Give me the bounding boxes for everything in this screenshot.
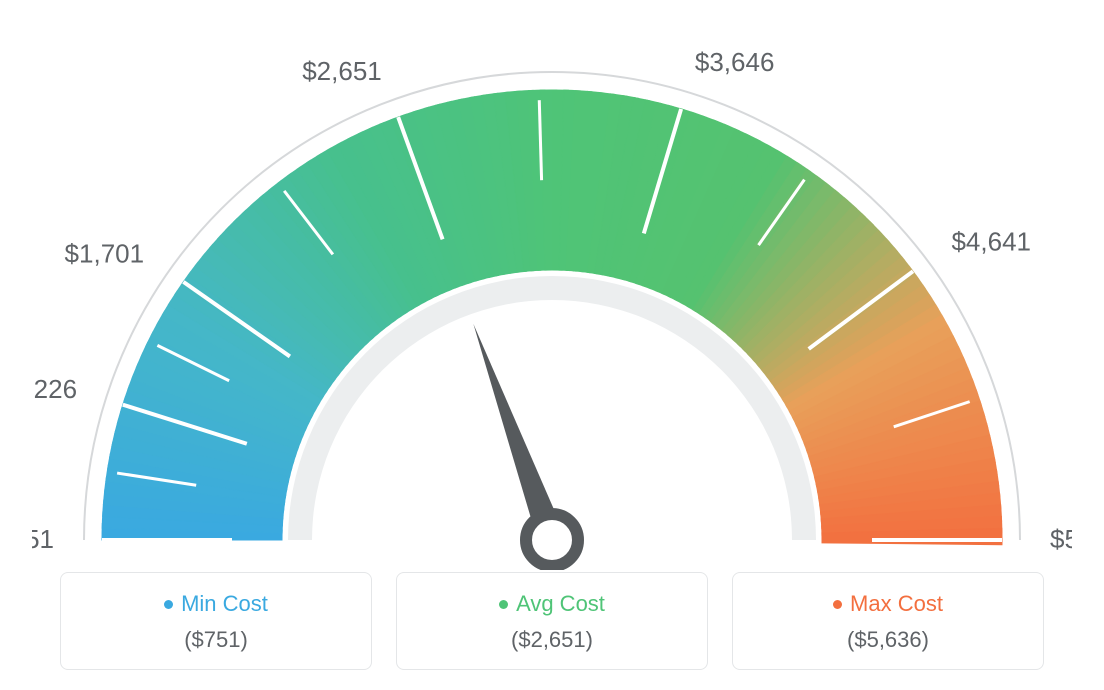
legend-min-title: Min Cost: [164, 591, 268, 617]
gauge-tick-label: $1,226: [32, 374, 77, 404]
legend-max-dot: [833, 600, 842, 609]
legend-min-value: ($751): [73, 627, 359, 653]
legend-avg-card: Avg Cost ($2,651): [396, 572, 708, 670]
legend-min-dot: [164, 600, 173, 609]
cost-legend: Min Cost ($751) Avg Cost ($2,651) Max Co…: [60, 572, 1044, 670]
legend-max-card: Max Cost ($5,636): [732, 572, 1044, 670]
gauge-tick-label: $751: [32, 524, 54, 554]
gauge-tick-label: $4,641: [951, 227, 1031, 257]
legend-max-label: Max Cost: [850, 591, 943, 617]
gauge-tick-label: $1,701: [65, 238, 145, 268]
gauge-tick-label: $3,646: [695, 47, 775, 77]
legend-min-label: Min Cost: [181, 591, 268, 617]
gauge-tick-label: $2,651: [302, 56, 382, 86]
gauge-svg: $751 $1,226 $1,701 $2,651 $3,646 $4,641 $5,636: [32, 10, 1072, 570]
legend-avg-title: Avg Cost: [499, 591, 605, 617]
legend-avg-value: ($2,651): [409, 627, 695, 653]
gauge-tick-label: $5,636: [1050, 524, 1072, 554]
gauge-hub: [526, 514, 578, 566]
legend-max-value: ($5,636): [745, 627, 1031, 653]
legend-max-title: Max Cost: [833, 591, 943, 617]
legend-avg-label: Avg Cost: [516, 591, 605, 617]
cost-gauge: $751 $1,226 $1,701 $2,651 $3,646 $4,641 $5,636: [32, 10, 1072, 570]
legend-avg-dot: [499, 600, 508, 609]
legend-min-card: Min Cost ($751): [60, 572, 372, 670]
